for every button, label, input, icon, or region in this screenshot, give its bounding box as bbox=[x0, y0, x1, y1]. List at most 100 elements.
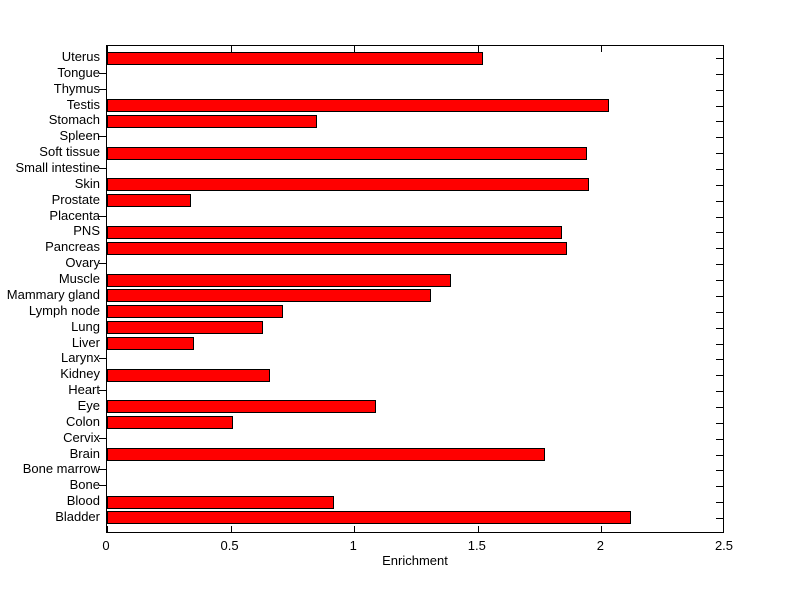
bar bbox=[107, 289, 431, 303]
y-tick bbox=[716, 327, 723, 329]
x-tick bbox=[354, 46, 356, 52]
x-tick bbox=[107, 46, 108, 52]
bar bbox=[107, 400, 376, 414]
bar bbox=[107, 99, 609, 113]
y-tick-label: Lung bbox=[71, 318, 100, 334]
y-tick-label: Liver bbox=[71, 334, 100, 350]
y-tick bbox=[716, 264, 723, 266]
y-tick bbox=[716, 454, 723, 456]
x-axis-title: Enrichment bbox=[382, 553, 448, 568]
y-tick bbox=[716, 311, 723, 313]
y-tick-label: Stomach bbox=[48, 112, 100, 128]
plot-area bbox=[106, 45, 724, 533]
y-tick bbox=[716, 105, 723, 107]
x-tick-label: 2 bbox=[596, 538, 604, 553]
y-tick bbox=[99, 437, 106, 439]
x-tick-label: 0 bbox=[102, 538, 110, 553]
y-tick-label: Placenta bbox=[49, 207, 100, 223]
y-tick bbox=[99, 469, 106, 471]
y-tick-label: Mammary gland bbox=[6, 286, 100, 302]
x-tick bbox=[354, 526, 356, 532]
bar bbox=[107, 448, 545, 462]
y-tick-label: Pancreas bbox=[45, 239, 100, 255]
y-tick bbox=[99, 390, 106, 392]
y-tick-label: Bladder bbox=[55, 508, 100, 524]
y-tick-label: Eye bbox=[77, 397, 100, 413]
bar bbox=[107, 511, 631, 525]
x-tick bbox=[230, 46, 232, 52]
y-tick bbox=[716, 438, 723, 440]
bar bbox=[107, 337, 194, 351]
y-tick bbox=[716, 391, 723, 393]
y-tick bbox=[99, 485, 106, 487]
bar bbox=[107, 368, 270, 382]
y-tick-label: Colon bbox=[66, 413, 100, 429]
y-tick bbox=[716, 280, 723, 282]
y-tick bbox=[716, 486, 723, 488]
y-tick bbox=[716, 169, 723, 171]
y-tick-label: Testis bbox=[66, 96, 100, 112]
x-tick bbox=[723, 46, 724, 52]
x-tick-label: 2.5 bbox=[714, 538, 734, 553]
y-tick bbox=[716, 470, 723, 472]
y-tick-label: Uterus bbox=[61, 49, 100, 64]
y-tick bbox=[99, 136, 106, 138]
y-tick bbox=[716, 232, 723, 234]
y-tick-label: Skin bbox=[74, 175, 100, 191]
x-tick bbox=[477, 46, 479, 52]
y-tick bbox=[716, 73, 723, 75]
y-tick bbox=[716, 343, 723, 345]
y-tick-label: Muscle bbox=[58, 271, 100, 287]
y-tick bbox=[716, 137, 723, 139]
y-tick bbox=[716, 184, 723, 186]
y-tick bbox=[716, 359, 723, 361]
y-tick bbox=[99, 358, 106, 360]
y-tick bbox=[716, 121, 723, 123]
bar bbox=[107, 225, 562, 239]
bar bbox=[107, 321, 263, 335]
y-tick-label: Lymph node bbox=[28, 302, 100, 318]
x-tick bbox=[107, 526, 108, 532]
y-tick-label: Prostate bbox=[51, 191, 100, 207]
bar bbox=[107, 114, 317, 128]
bar bbox=[107, 241, 567, 255]
x-tick bbox=[601, 46, 603, 52]
y-tick bbox=[716, 58, 723, 59]
y-tick bbox=[99, 88, 106, 90]
y-tick bbox=[716, 502, 723, 504]
y-tick bbox=[716, 295, 723, 297]
y-tick bbox=[716, 517, 723, 519]
y-tick-label: Bone marrow bbox=[22, 461, 100, 477]
y-tick-label: Bone bbox=[69, 477, 100, 493]
y-tick bbox=[99, 72, 106, 74]
y-tick-label: Tongue bbox=[57, 64, 100, 80]
y-tick-label: Spleen bbox=[59, 128, 100, 144]
x-tick bbox=[230, 526, 232, 532]
y-tick bbox=[99, 263, 106, 265]
y-tick-label: PNS bbox=[73, 223, 100, 239]
y-tick bbox=[716, 89, 723, 91]
x-tick bbox=[601, 526, 603, 532]
x-tick bbox=[723, 526, 724, 532]
bar bbox=[107, 194, 191, 208]
bar bbox=[107, 146, 587, 160]
bar bbox=[107, 51, 483, 65]
bar bbox=[107, 178, 589, 192]
y-tick-label: Blood bbox=[66, 493, 100, 509]
y-tick-label: Brain bbox=[69, 445, 100, 461]
y-tick bbox=[99, 168, 106, 170]
y-tick-label: Soft tissue bbox=[39, 144, 100, 160]
y-tick bbox=[716, 200, 723, 202]
bar bbox=[107, 273, 451, 287]
y-tick-label: Small intestine bbox=[15, 160, 100, 176]
bar bbox=[107, 305, 283, 319]
x-tick-label: 0.5 bbox=[220, 538, 239, 553]
y-tick-label: Heart bbox=[68, 382, 100, 398]
x-tick-label: 1.5 bbox=[467, 538, 486, 553]
y-tick bbox=[716, 406, 723, 408]
y-tick-label: Larynx bbox=[60, 350, 100, 366]
y-tick bbox=[716, 248, 723, 250]
x-tick bbox=[477, 526, 479, 532]
y-tick-label: Thymus bbox=[53, 80, 100, 96]
